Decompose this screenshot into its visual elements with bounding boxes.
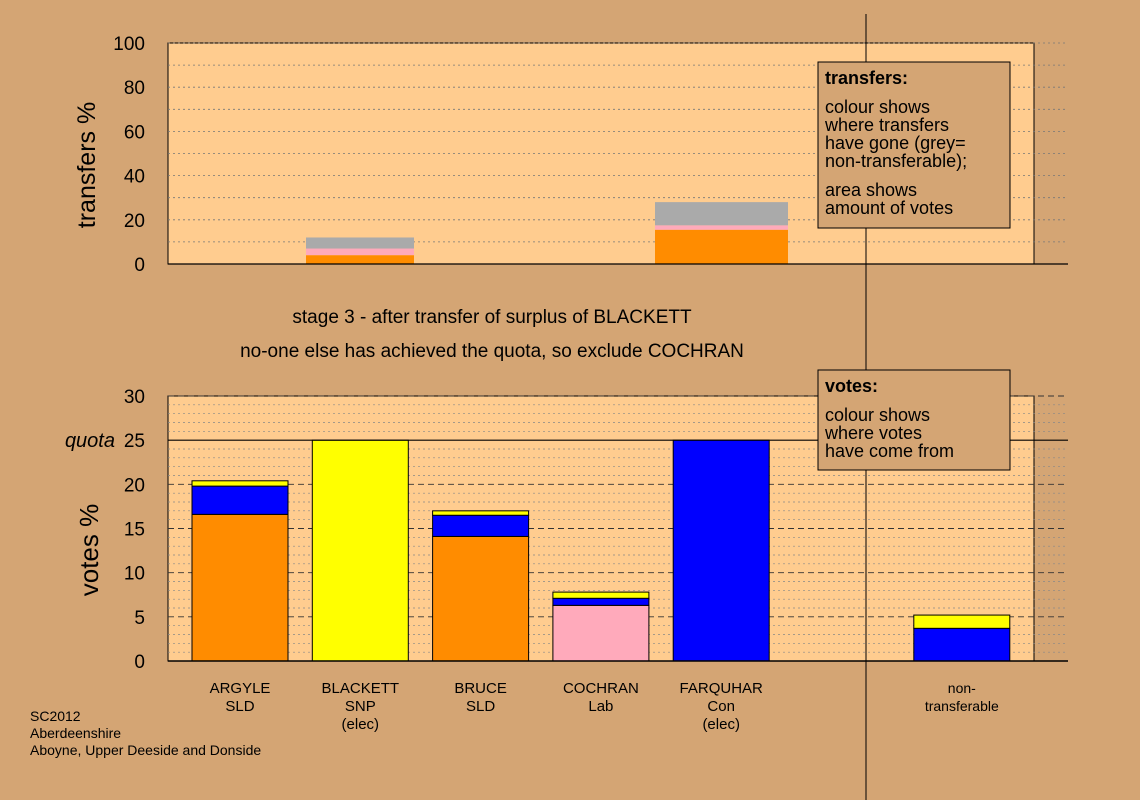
- category-label-candidate-name: BLACKETT: [322, 680, 400, 697]
- votes-bar-segment-con: [672, 439, 770, 662]
- transfers-y-tick-label: 80: [124, 78, 145, 99]
- votes-legend-line: colour shows: [825, 405, 930, 425]
- category-label-candidate-name: non-: [948, 680, 976, 696]
- transfers-legend-title: transfers:: [825, 68, 908, 88]
- transfers-legend-line: area shows: [825, 180, 917, 200]
- transfers-y-tick-label: 60: [124, 122, 145, 143]
- votes-bar-segment-snp: [552, 591, 650, 599]
- transfers-y-tick-label: 40: [124, 167, 145, 188]
- transfers-y-axis-label: transfers %: [73, 102, 101, 228]
- votes-y-tick-label: 30: [124, 387, 145, 408]
- category-label-candidate-name: ARGYLE: [210, 680, 271, 697]
- votes-bar-segment-snp: [432, 510, 530, 516]
- votes-legend-line: have come from: [825, 441, 954, 461]
- votes-legend-box: votes: colour shows where votes have com…: [817, 369, 1011, 471]
- quota-label: quota: [65, 430, 115, 452]
- category-label-candidate-name: COCHRAN: [563, 680, 639, 697]
- votes-y-tick-label: 0: [134, 652, 145, 673]
- votes-legend-line: where votes: [824, 423, 922, 443]
- votes-y-tick-label: 20: [124, 475, 145, 496]
- transfers-bar-segment-non-transferable: [655, 202, 788, 226]
- transfers-bar-segment-sld: [655, 229, 788, 264]
- category-label-candidate-status: (elec): [702, 716, 740, 733]
- votes-legend-frame: [817, 369, 1011, 471]
- transfers-legend-line: amount of votes: [825, 198, 953, 218]
- votes-bar-segment-sld: [191, 513, 289, 662]
- transfers-bar-segment-lab: [655, 225, 788, 230]
- votes-y-tick-label: 15: [124, 520, 145, 541]
- footer-year: SC2012: [30, 708, 81, 724]
- category-label-candidate-party: SLD: [466, 698, 495, 715]
- transfers-bar-segment-non-transferable: [306, 237, 414, 249]
- votes-bar-segment-con: [552, 597, 650, 606]
- transfers-legend-line: have gone (grey=: [825, 133, 966, 153]
- votes-bar-segment-con: [432, 514, 530, 537]
- votes-y-axis-label: votes %: [74, 504, 104, 597]
- transfers-legend-box: transfers: colour shows where transfers …: [817, 61, 1011, 229]
- stage-subheadline: no-one else has achieved the quota, so e…: [240, 341, 744, 362]
- category-label-candidate-party: SLD: [225, 698, 254, 715]
- footer-council: Aberdeenshire: [30, 725, 121, 741]
- category-label-candidate-party: Lab: [588, 698, 613, 715]
- votes-bar-segment-con: [913, 627, 1011, 662]
- transfers-bar-segment-lab: [306, 248, 414, 256]
- transfers-legend-line: where transfers: [824, 115, 949, 135]
- category-label-candidate-party: Con: [707, 698, 735, 715]
- votes-bar-segment-snp: [913, 614, 1011, 629]
- votes-legend-title: votes:: [825, 376, 878, 396]
- footer-ward: Aboyne, Upper Deeside and Donside: [30, 742, 261, 758]
- transfers-y-tick-label: 100: [113, 34, 145, 55]
- votes-bar-segment-lab: [552, 604, 650, 662]
- transfers-bar-segment-sld: [306, 255, 414, 264]
- category-label-candidate-party: SNP: [345, 698, 376, 715]
- category-label-candidate-status: (elec): [342, 716, 380, 733]
- stage-headline: stage 3 - after transfer of surplus of B…: [292, 307, 692, 328]
- votes-bar-segment-snp: [311, 439, 409, 662]
- votes-y-tick-label: 25: [124, 431, 145, 452]
- votes-bar-segment-sld: [432, 535, 530, 662]
- transfers-y-tick-label: 20: [124, 211, 145, 232]
- votes-bar-segment-snp: [191, 480, 289, 487]
- transfers-legend-line: colour shows: [825, 97, 930, 117]
- votes-bar-segment-con: [191, 485, 289, 515]
- transfers-legend-line: non-transferable);: [825, 151, 967, 171]
- transfers-y-tick-label: 0: [134, 255, 145, 276]
- category-label-candidate-name: FARQUHAR: [680, 680, 764, 697]
- votes-y-tick-label: 5: [134, 608, 145, 629]
- votes-y-tick-label: 10: [124, 564, 145, 585]
- transfers-legend-frame: [817, 61, 1011, 229]
- category-label-candidate-party: transferable: [925, 698, 999, 714]
- category-label-candidate-name: BRUCE: [454, 680, 507, 697]
